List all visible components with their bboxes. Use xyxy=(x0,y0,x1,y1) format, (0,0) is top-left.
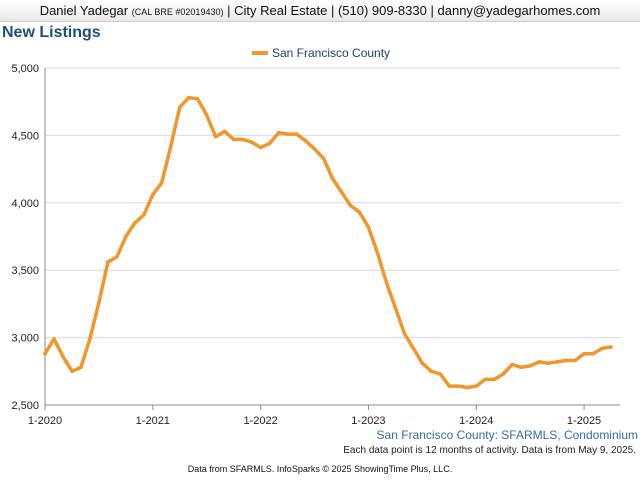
series-source-label: San Francisco County: SFARMLS, Condomini… xyxy=(376,428,638,442)
data-point[interactable] xyxy=(151,192,155,197)
data-point[interactable] xyxy=(366,225,371,229)
header-separator-3: | xyxy=(430,3,434,18)
data-point[interactable] xyxy=(546,361,550,366)
y-tick-label: 3,000 xyxy=(11,333,39,345)
y-tick-label: 3,500 xyxy=(11,265,39,277)
series-layer xyxy=(43,95,613,390)
data-point[interactable] xyxy=(70,369,74,374)
data-point[interactable] xyxy=(294,132,299,136)
data-point[interactable] xyxy=(142,213,146,217)
data-point[interactable] xyxy=(222,129,227,134)
data-point[interactable] xyxy=(303,138,308,143)
header-separator-1: | xyxy=(227,3,231,18)
data-point[interactable] xyxy=(106,260,110,264)
data-point[interactable] xyxy=(483,377,488,382)
data-point[interactable] xyxy=(88,337,92,341)
data-point[interactable] xyxy=(564,358,568,363)
data-point[interactable] xyxy=(375,250,380,255)
data-point[interactable] xyxy=(285,132,290,136)
data-point[interactable] xyxy=(474,384,479,388)
data-point[interactable] xyxy=(186,95,191,100)
data-point[interactable] xyxy=(339,190,344,194)
data-point[interactable] xyxy=(384,280,389,285)
agent-license: (CAL BRE #02019430) xyxy=(131,7,224,17)
data-point[interactable] xyxy=(438,372,443,376)
data-point[interactable] xyxy=(600,346,604,351)
data-point[interactable] xyxy=(609,345,613,349)
data-point[interactable] xyxy=(501,372,506,376)
data-point[interactable] xyxy=(213,134,218,139)
data-point[interactable] xyxy=(528,364,532,368)
data-point[interactable] xyxy=(555,360,559,364)
data-point[interactable] xyxy=(133,221,137,225)
data-point[interactable] xyxy=(456,384,461,388)
data-point[interactable] xyxy=(465,385,470,390)
data-point[interactable] xyxy=(204,113,209,117)
data-point[interactable] xyxy=(159,180,164,185)
data-point[interactable] xyxy=(591,351,595,356)
header-separator-2: | xyxy=(330,3,335,18)
agent-email[interactable]: danny@yadegarhomes.com xyxy=(437,3,601,18)
data-point[interactable] xyxy=(348,203,353,208)
data-point[interactable] xyxy=(510,362,514,367)
data-point[interactable] xyxy=(519,365,523,370)
data-point[interactable] xyxy=(429,369,434,374)
y-tick-label: 2,500 xyxy=(11,400,39,412)
data-point[interactable] xyxy=(447,384,452,388)
data-point[interactable] xyxy=(231,137,236,142)
data-point[interactable] xyxy=(249,140,254,144)
chart-title: New Listings xyxy=(2,24,101,41)
data-point[interactable] xyxy=(411,346,416,351)
data-point[interactable] xyxy=(124,234,128,239)
x-tick-label: 1-2023 xyxy=(351,415,385,427)
data-point[interactable] xyxy=(573,358,577,363)
series-line[interactable] xyxy=(43,95,613,390)
data-point[interactable] xyxy=(537,360,541,364)
agent-company: City Real Estate xyxy=(234,3,328,18)
x-tick-label: 1-2022 xyxy=(243,415,277,427)
data-point[interactable] xyxy=(52,337,56,341)
chart-legend[interactable]: San Francisco County xyxy=(252,46,390,60)
agent-header-bar: Daniel Yadegar (CAL BRE #02019430) | Cit… xyxy=(0,0,640,22)
y-tick-label: 5,000 xyxy=(11,63,39,75)
data-point[interactable] xyxy=(402,331,407,336)
data-point[interactable] xyxy=(168,144,173,148)
data-point[interactable] xyxy=(97,300,101,305)
legend-label: San Francisco County xyxy=(272,46,390,60)
data-credit: Data from SFARMLS. InfoSparks © 2025 Sho… xyxy=(187,464,453,474)
y-tick-label: 4,500 xyxy=(11,130,39,142)
data-point[interactable] xyxy=(357,210,362,215)
data-point[interactable] xyxy=(195,97,200,101)
data-point[interactable] xyxy=(321,156,326,161)
data-point[interactable] xyxy=(492,377,497,382)
y-tick-label: 4,000 xyxy=(11,198,39,210)
data-point[interactable] xyxy=(420,361,425,366)
data-point[interactable] xyxy=(240,137,245,142)
data-point[interactable] xyxy=(177,105,182,109)
data-point[interactable] xyxy=(115,254,119,259)
grid-lines xyxy=(45,67,620,406)
data-point[interactable] xyxy=(330,176,335,181)
data-point[interactable] xyxy=(61,354,65,359)
data-point[interactable] xyxy=(312,147,317,151)
data-point[interactable] xyxy=(258,145,263,150)
data-point[interactable] xyxy=(267,141,272,146)
agent-name: Daniel Yadegar xyxy=(39,3,129,18)
x-tick-label: 1-2025 xyxy=(567,415,601,427)
data-point[interactable] xyxy=(79,365,83,370)
agent-phone: (510) 909-8330 xyxy=(337,3,427,18)
x-tick-label: 1-2020 xyxy=(28,415,62,427)
chart-axes: 2,500 3,000 3,500 4,000 4,500 5,000 1-2020 1-20… xyxy=(11,63,620,427)
data-point[interactable] xyxy=(393,306,398,310)
x-tick-label: 1-2021 xyxy=(136,415,170,427)
data-point[interactable] xyxy=(582,351,586,356)
data-point[interactable] xyxy=(43,351,47,356)
data-note: Each data point is 12 months of activity… xyxy=(343,445,636,456)
x-tick-label: 1-2024 xyxy=(459,415,493,427)
data-point[interactable] xyxy=(276,130,281,135)
